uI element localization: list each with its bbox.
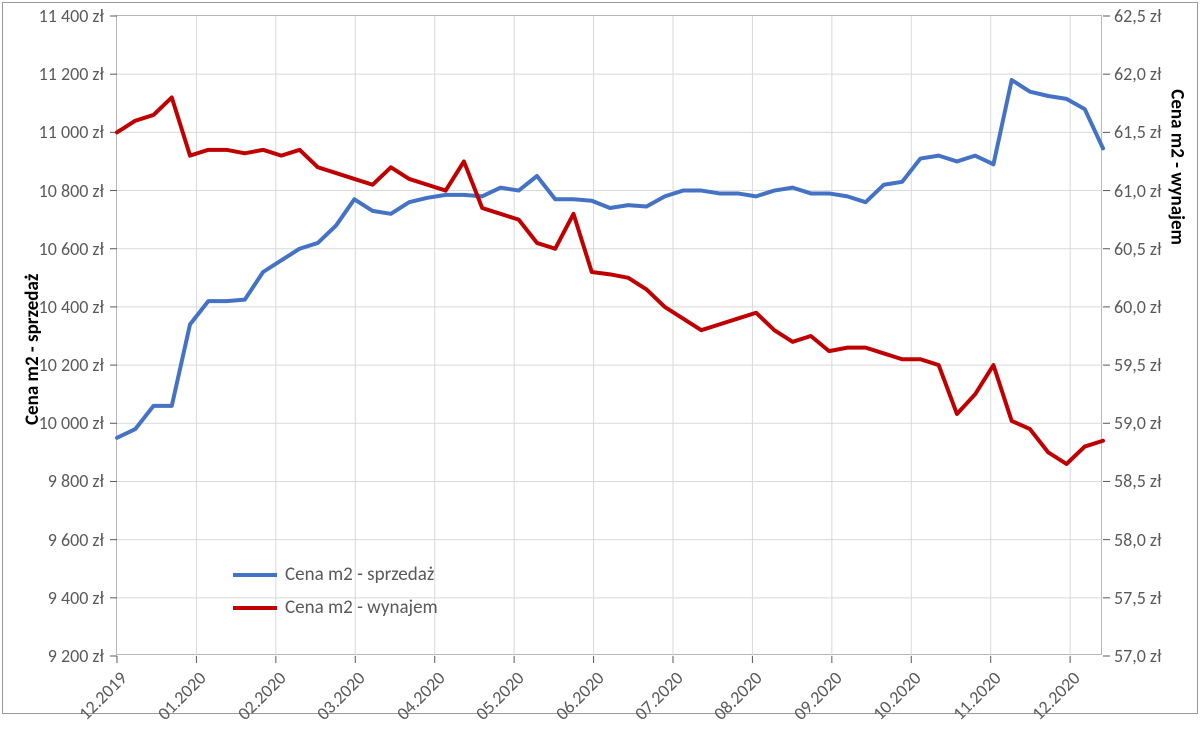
legend-swatch bbox=[233, 573, 277, 577]
legend-label: Cena m2 - sprzedaż bbox=[285, 563, 434, 586]
legend-item: Cena m2 - sprzedaż bbox=[233, 563, 438, 586]
y-right-tick: 61,0 zł bbox=[1114, 180, 1162, 202]
y-right-tick: 58,0 zł bbox=[1114, 529, 1162, 551]
x-tick: 08.2020 bbox=[695, 667, 767, 739]
x-tick: 06.2020 bbox=[536, 667, 608, 739]
legend-label: Cena m2 - wynajem bbox=[285, 596, 438, 619]
x-tick: 03.2020 bbox=[298, 667, 370, 739]
y-left-tick: 9 400 zł bbox=[48, 587, 104, 609]
y-left-tick: 11 200 zł bbox=[39, 63, 104, 85]
y-right-tick: 60,5 zł bbox=[1114, 238, 1162, 260]
y-left-tick: 9 800 zł bbox=[48, 470, 104, 492]
x-tick: 12.2020 bbox=[1013, 667, 1085, 739]
x-tick: 05.2020 bbox=[457, 667, 529, 739]
y-left-tick: 11 400 zł bbox=[39, 5, 104, 27]
chart-frame: Cena m2 - sprzedaż Cena m2 - wynajem Cen… bbox=[2, 2, 1198, 714]
y-right-tick: 59,5 zł bbox=[1114, 354, 1162, 376]
y-right-tick: 58,5 zł bbox=[1114, 470, 1162, 492]
legend-swatch bbox=[233, 606, 277, 610]
y-right-tick: 61,5 zł bbox=[1114, 121, 1162, 143]
y-left-tick: 9 200 zł bbox=[48, 645, 104, 667]
y-left-tick: 10 600 zł bbox=[39, 238, 104, 260]
x-tick: 11.2020 bbox=[933, 667, 1005, 739]
y-left-tick: 11 000 zł bbox=[39, 121, 104, 143]
plot-area bbox=[116, 15, 1102, 655]
legend: Cena m2 - sprzedaż Cena m2 - wynajem bbox=[233, 563, 438, 629]
y-right-tick: 57,5 zł bbox=[1114, 587, 1162, 609]
x-tick: 10.2020 bbox=[854, 667, 926, 739]
y-left-tick: 10 200 zł bbox=[39, 354, 104, 376]
x-tick: 04.2020 bbox=[377, 667, 449, 739]
x-tick: 12.2019 bbox=[59, 667, 131, 739]
legend-item: Cena m2 - wynajem bbox=[233, 596, 438, 619]
y-left-tick: 10 000 zł bbox=[39, 412, 104, 434]
y-right-tick: 62,0 zł bbox=[1114, 63, 1162, 85]
y-left-tick: 9 600 zł bbox=[48, 529, 104, 551]
y-axis-right-title: Cena m2 - wynajem bbox=[1166, 89, 1189, 245]
y-left-tick: 10 400 zł bbox=[39, 296, 104, 318]
y-right-tick: 59,0 zł bbox=[1114, 412, 1162, 434]
series-line bbox=[117, 80, 1103, 438]
x-tick: 09.2020 bbox=[774, 667, 846, 739]
series-line bbox=[117, 97, 1103, 464]
x-tick: 07.2020 bbox=[615, 667, 687, 739]
y-right-tick: 62,5 zł bbox=[1114, 5, 1162, 27]
y-right-tick: 57,0 zł bbox=[1114, 645, 1162, 667]
y-left-tick: 10 800 zł bbox=[39, 180, 104, 202]
x-tick: 02.2020 bbox=[218, 667, 290, 739]
y-right-tick: 60,0 zł bbox=[1114, 296, 1162, 318]
x-tick: 01.2020 bbox=[139, 667, 211, 739]
